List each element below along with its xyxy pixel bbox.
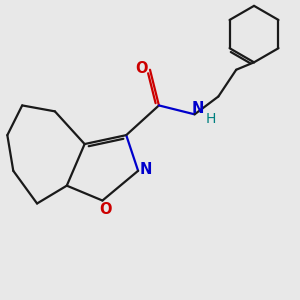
Text: N: N bbox=[140, 162, 152, 177]
Text: O: O bbox=[135, 61, 148, 76]
Text: N: N bbox=[191, 101, 204, 116]
Text: O: O bbox=[99, 202, 112, 217]
Text: H: H bbox=[206, 112, 216, 126]
